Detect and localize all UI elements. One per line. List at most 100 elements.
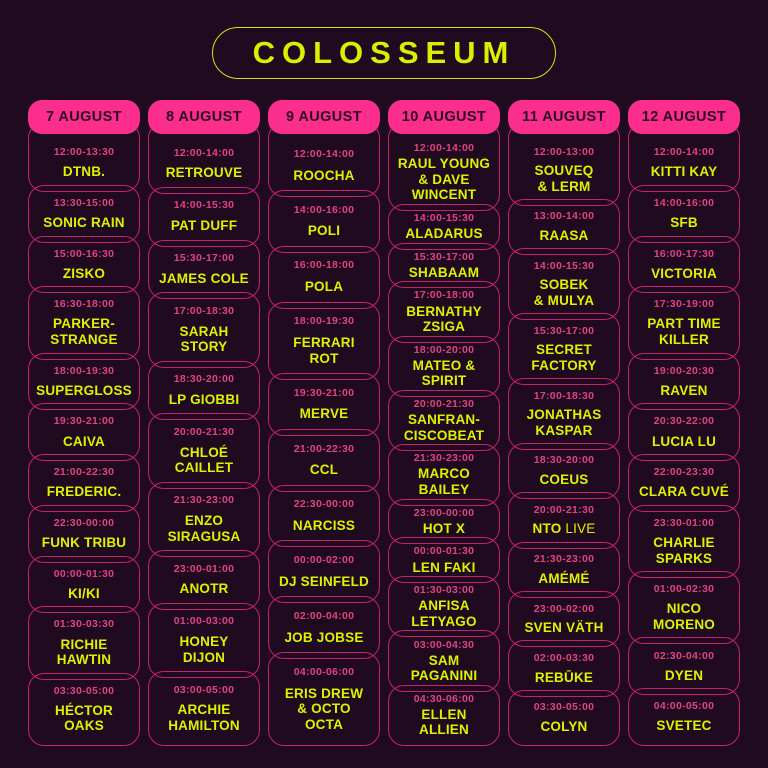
slot-time: 14:00-15:30 — [173, 199, 235, 212]
artist-name: RICHIE HAWTIN — [56, 636, 112, 668]
slot-time: 14:00-16:00 — [293, 203, 355, 216]
slot-time: 03:00-05:00 — [173, 683, 235, 696]
artist-name: HONEY DIJON — [179, 634, 229, 665]
artist-name: MATEO & SPIRIT — [412, 357, 476, 389]
schedule-slot: 01:00-02:30 NICO MORENO — [628, 571, 740, 645]
schedule-slot: 20:00-21:30 SANFRAN- CISCOBEAT — [388, 389, 500, 452]
slot-time: 17:00-18:30 — [533, 389, 595, 402]
artist-name: PART TIME KILLER — [647, 316, 721, 347]
artist-name: ZISKO — [62, 265, 106, 281]
schedule-slot: 01:30-03:30 RICHIE HAWTIN — [28, 606, 140, 680]
artist-name: JAMES COLE — [159, 270, 249, 286]
artist-name: RETROUVE — [165, 165, 243, 181]
artist-name: CLARA CUVÉ — [638, 484, 729, 500]
schedule-slot: 18:00-19:30 FERRARI ROT — [268, 301, 380, 380]
schedule-slot: 14:00-16:00 SFB — [628, 184, 740, 243]
festival-title: COLOSSEUM — [211, 27, 557, 79]
artist-name: BERNATHY ZSIGA — [406, 303, 482, 335]
schedule-slot: 13:00-14:00 RAASA — [508, 198, 620, 256]
schedule-slot: 12:00-14:00 RETROUVE — [148, 122, 260, 194]
slot-time: 17:00-18:00 — [413, 289, 475, 302]
schedule-slot: 16:00-17:30 VICTORIA — [628, 235, 740, 294]
slot-list: 12:00-14:00 RETROUVE 14:00-15:30 PAT DUFF 15… — [148, 122, 260, 747]
schedule-slot: 12:00-14:00 RAUL YOUNG & DAVE WINCENT — [388, 122, 500, 211]
slot-time: 15:30-17:00 — [533, 324, 595, 337]
schedule-slot: 14:00-15:30 PAT DUFF — [148, 186, 260, 247]
slot-time: 12:00-14:00 — [413, 142, 475, 155]
slot-time: 23:00-00:00 — [413, 506, 475, 519]
artist-name: JONATHAS KASPAR — [526, 407, 602, 438]
slot-time: 03:30-05:00 — [533, 701, 595, 714]
slot-time: 21:30-23:00 — [413, 452, 475, 465]
slot-list: 12:00-14:00 ROOCHA 14:00-16:00 POLI 16:00-18… — [268, 122, 380, 746]
schedule-slot: 23:00-01:00 ANOTR — [148, 549, 260, 610]
slot-time: 04:30-06:00 — [413, 692, 475, 705]
artist-name: SONIC RAIN — [43, 214, 125, 230]
artist-name: KITTI KAY — [650, 164, 718, 180]
artist-name: NARCISS — [292, 518, 356, 534]
schedule-slot: 14:00-16:00 POLI — [268, 189, 380, 253]
slot-time: 13:30-15:00 — [53, 196, 115, 209]
schedule-slot: 18:00-19:30 SUPERGLOSS — [28, 352, 140, 411]
schedule-slot: 22:30-00:00 NARCISS — [268, 484, 380, 548]
schedule-slot: 03:30-05:00 HÉCTOR OAKS — [28, 672, 140, 746]
schedule-slot: 01:00-03:00 HONEY DIJON — [148, 602, 260, 678]
slot-time: 12:00-14:00 — [173, 146, 235, 159]
schedule-slot: 17:30-19:00 PART TIME KILLER — [628, 286, 740, 360]
schedule-slot: 18:30-20:00 COEUS — [508, 442, 620, 500]
slot-time: 01:00-02:30 — [653, 583, 715, 596]
artist-name: COLYN — [540, 718, 588, 734]
artist-name: RAUL YOUNG & DAVE WINCENT — [397, 156, 491, 203]
artist-name: ENZO SIRAGUSA — [167, 513, 241, 544]
schedule-slot: 17:00-18:00 BERNATHY ZSIGA — [388, 281, 500, 343]
artist-name: COEUS — [539, 472, 589, 488]
artist-name: SVETEC — [656, 718, 712, 734]
slot-time: 18:00-19:30 — [293, 315, 355, 328]
schedule-slot: 13:30-15:00 SONIC RAIN — [28, 184, 140, 243]
slot-time: 16:00-18:00 — [293, 259, 355, 272]
artist-name: POLI — [307, 223, 341, 239]
artist-name: SECRET FACTORY — [531, 342, 597, 373]
schedule-slot: 19:30-21:00 MERVE — [268, 372, 380, 436]
schedule-slot: 16:30-18:00 PARKER- STRANGE — [28, 286, 140, 360]
title-area: COLOSSEUM — [0, 27, 768, 79]
schedule-slot: 12:00-14:00 ROOCHA — [268, 122, 380, 197]
slot-time: 22:30-00:00 — [293, 498, 355, 511]
slot-time: 17:30-19:00 — [653, 298, 715, 311]
schedule-slot: 17:00-18:30 JONATHAS KASPAR — [508, 377, 620, 450]
schedule-slot: 20:00-21:30 CHLOÉ CAILLET — [148, 413, 260, 489]
slot-time: 12:00-13:30 — [53, 146, 115, 159]
artist-name: RAVEN — [660, 382, 708, 398]
slot-time: 01:30-03:00 — [413, 584, 475, 597]
slot-time: 12:00-14:00 — [653, 146, 715, 159]
artist-name: CHLOÉ CAILLET — [174, 444, 234, 476]
artist-name: NICO MORENO — [653, 601, 715, 632]
schedule-slot: 20:30-22:00 LUCIA LU — [628, 403, 740, 462]
artist-name: ALADARUS — [405, 225, 483, 241]
slot-time: 20:00-21:30 — [533, 503, 595, 516]
slot-time: 20:30-22:00 — [653, 415, 715, 428]
artist-name: NTO LIVE — [532, 521, 596, 537]
artist-name: DYEN — [664, 667, 704, 683]
schedule-slot: 23:30-01:00 CHARLIE SPARKS — [628, 504, 740, 579]
schedule-slot: 03:30-05:00 COLYN — [508, 689, 620, 747]
schedule-slot: 16:00-18:00 POLA — [268, 245, 380, 309]
artist-name: SAM PAGANINI — [410, 652, 478, 684]
schedule-slot: 14:00-15:30 SOBEK & MULYA — [508, 248, 620, 321]
schedule-slot: 22:00-23:30 CLARA CUVÉ — [628, 454, 740, 512]
schedule-slot: 17:00-18:30 SARAH STORY — [148, 292, 260, 368]
schedule-slot: 19:30-21:00 CAIVA — [28, 403, 140, 462]
artist-name: ARCHIE HAMILTON — [168, 702, 240, 733]
day-column: 11 AUGUST 12:00-13:00 SOUVEQ & LERM 13:00-1… — [508, 100, 620, 747]
artist-name: HÉCTOR OAKS — [55, 702, 113, 734]
artist-name: AMÉMÉ — [538, 570, 590, 586]
artist-name: PAT DUFF — [170, 218, 238, 234]
schedule-slot: 21:30-23:00 MARCO BAILEY — [388, 444, 500, 506]
slot-time: 22:00-23:30 — [653, 466, 715, 479]
slot-time: 13:00-14:00 — [533, 210, 595, 223]
schedule-columns: 7 AUGUST 12:00-13:30 DTNB. 13:30-15:00 SONIC… — [0, 100, 768, 747]
slot-time: 00:00-01:30 — [413, 545, 475, 558]
artist-name: DTNB. — [62, 164, 106, 180]
day-header: 7 AUGUST — [28, 100, 140, 134]
slot-time: 18:00-19:30 — [53, 364, 115, 377]
